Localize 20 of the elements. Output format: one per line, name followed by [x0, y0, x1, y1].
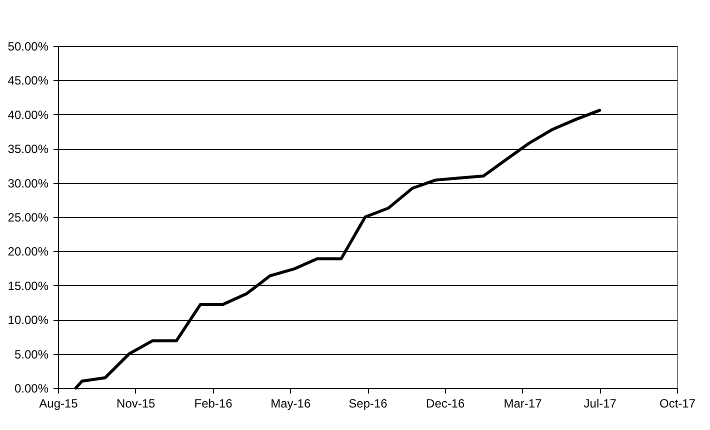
y-tick-label: 0.00% — [14, 382, 49, 396]
y-tick-label: 45.00% — [8, 74, 49, 88]
x-tick-label: Jul-17 — [584, 396, 617, 410]
x-tick-label: May-16 — [270, 396, 311, 410]
y-tick-label: 40.00% — [8, 108, 49, 122]
y-tick-label: 5.00% — [14, 347, 49, 362]
x-tick-label: Feb-16 — [194, 396, 233, 410]
y-tick-label: 35.00% — [8, 142, 49, 156]
y-tick-label: 30.00% — [8, 176, 49, 190]
y-tick-label: 15.00% — [8, 278, 49, 293]
x-tick-label: Oct-17 — [659, 396, 696, 410]
y-tick-label: 25.00% — [8, 210, 49, 224]
x-tick-label: Sep-16 — [348, 396, 388, 410]
y-tick-label: 50.00% — [8, 40, 49, 54]
x-tick-label: Aug-15 — [39, 396, 78, 410]
y-tick-label: 20.00% — [8, 244, 49, 259]
x-tick-label: Nov-15 — [116, 396, 156, 410]
y-tick-label: 10.00% — [8, 313, 49, 328]
x-tick-label: Mar-17 — [504, 396, 542, 410]
x-tick-label: Dec-16 — [426, 396, 466, 410]
